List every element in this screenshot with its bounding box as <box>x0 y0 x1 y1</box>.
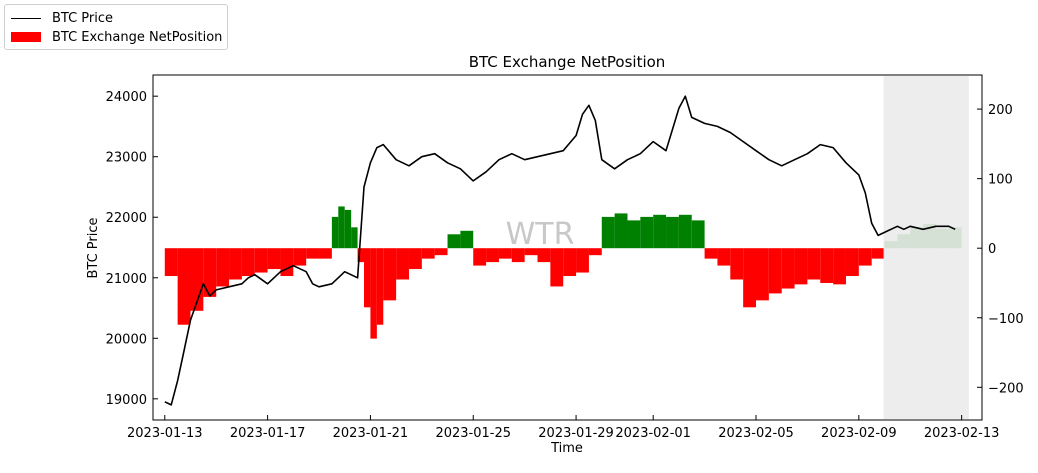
netposition-bar <box>807 248 821 280</box>
netposition-bar <box>376 248 384 325</box>
netposition-bar <box>216 248 230 287</box>
y-axis-right: −200 −100 0 100 200 <box>977 103 1024 396</box>
netposition-bar <box>241 248 255 277</box>
netposition-bar <box>280 248 294 277</box>
netposition-bar <box>357 248 364 263</box>
legend-item-netposition: BTC Exchange NetPosition <box>11 28 222 46</box>
x-tick-label: 2023-01-29 <box>538 426 614 441</box>
netposition-bar <box>704 248 718 259</box>
watermark: WTR <box>506 217 575 252</box>
netposition-bar <box>203 248 217 297</box>
netposition-bar <box>871 248 885 259</box>
netposition-bar <box>833 248 846 285</box>
y-left-tick-label: 22000 <box>106 211 147 226</box>
legend-item-price: BTC Price <box>11 9 113 27</box>
netposition-bar <box>511 248 525 263</box>
netposition-bar <box>498 248 512 259</box>
y-left-tick-label: 24000 <box>106 90 147 105</box>
netposition-bar <box>627 220 641 249</box>
netposition-bar <box>524 248 538 256</box>
netposition-bar <box>229 248 242 280</box>
netposition-bar <box>640 216 654 249</box>
netposition-bar <box>653 214 667 249</box>
netposition-bar <box>678 214 692 249</box>
y-axis-left: 19000 20000 21000 22000 23000 24000 <box>106 90 158 408</box>
y-axis-label: BTC Price <box>86 217 101 278</box>
netposition-bar <box>717 248 731 266</box>
y-right-tick-label: −100 <box>988 312 1024 327</box>
netposition-bar <box>338 206 345 249</box>
legend-line-swatch <box>11 17 41 19</box>
x-tick-label: 2023-01-25 <box>435 426 511 441</box>
netposition-bar <box>460 230 474 249</box>
x-tick-label: 2023-02-13 <box>924 426 1000 441</box>
netposition-bar <box>421 248 435 259</box>
y-left-tick-label: 19000 <box>106 393 147 408</box>
netposition-bar <box>743 248 757 308</box>
netposition-bar <box>486 248 499 263</box>
plot-frame <box>152 74 983 421</box>
netposition-bar <box>588 248 602 256</box>
netposition-bar <box>820 248 834 283</box>
netposition-bar <box>730 248 744 280</box>
y-right-tick-label: 0 <box>988 242 996 257</box>
price-line <box>164 95 956 406</box>
netposition-bar <box>845 248 859 277</box>
netposition-bar <box>614 213 628 249</box>
x-tick-label: 2023-01-13 <box>127 426 203 441</box>
netposition-bar <box>434 248 448 256</box>
netposition-bar <box>383 248 397 301</box>
y-right-tick-label: −200 <box>988 381 1024 396</box>
netposition-bar <box>254 248 268 273</box>
netposition-bar <box>344 209 352 249</box>
netposition-bar <box>550 248 564 287</box>
netposition-bar <box>563 248 577 277</box>
netposition-bar <box>576 248 589 273</box>
legend: BTC Price BTC Exchange NetPosition <box>4 4 228 50</box>
netposition-bar <box>164 248 178 277</box>
y-left-tick-label: 23000 <box>106 151 147 166</box>
netposition-bar <box>177 248 191 325</box>
x-tick-label: 2023-01-21 <box>333 426 409 441</box>
netposition-bar <box>858 248 872 266</box>
netposition-bar <box>768 248 782 294</box>
y-right-tick-label: 100 <box>988 173 1013 188</box>
price-line-group <box>164 95 956 406</box>
x-tick-label: 2023-02-01 <box>615 426 691 441</box>
x-axis-label: Time <box>550 441 583 456</box>
masked-region <box>883 76 969 419</box>
netposition-bar <box>537 248 551 263</box>
y-left-tick-label: 21000 <box>106 272 147 287</box>
netposition-bar <box>293 248 307 266</box>
netposition-bar <box>601 216 615 249</box>
netposition-bar <box>306 248 320 259</box>
netposition-bar <box>756 248 769 301</box>
y-right-tick-label: 200 <box>988 103 1013 118</box>
netposition-bar <box>370 248 377 339</box>
legend-bar-swatch <box>11 32 41 42</box>
x-tick-label: 2023-01-17 <box>230 426 306 441</box>
x-tick-label: 2023-02-09 <box>821 426 897 441</box>
legend-label-netposition: BTC Exchange NetPosition <box>52 29 223 45</box>
x-axis: 2023-01-13 2023-01-17 2023-01-21 2023-01-25… <box>127 415 999 441</box>
netposition-bar <box>408 248 422 270</box>
netposition-bar <box>363 248 371 308</box>
netposition-bar <box>331 216 339 249</box>
netposition-bar <box>666 216 679 249</box>
netposition-bar <box>319 248 332 259</box>
legend-label-price: BTC Price <box>52 10 114 26</box>
netposition-bar <box>794 248 808 285</box>
netposition-bar <box>351 227 358 249</box>
netposition-bar <box>781 248 795 289</box>
netposition-bar <box>691 220 705 249</box>
x-tick-label: 2023-02-05 <box>718 426 794 441</box>
y-left-tick-label: 20000 <box>106 332 147 347</box>
netposition-bar <box>267 248 281 270</box>
chart-title: BTC Exchange NetPosition <box>469 53 666 71</box>
netposition-bar <box>447 234 461 249</box>
netposition-bar <box>396 248 409 280</box>
netposition-bar <box>473 248 487 266</box>
